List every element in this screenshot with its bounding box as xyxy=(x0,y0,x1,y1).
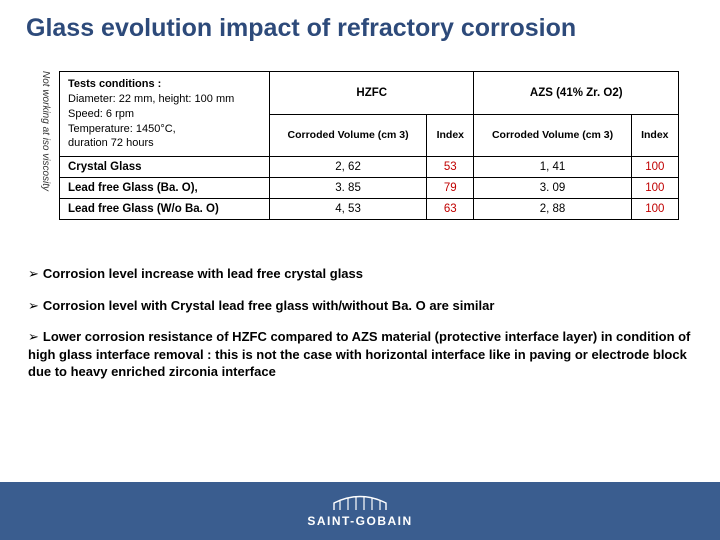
corrosion-table: Tests conditions : Diameter: 22 mm, heig… xyxy=(59,71,679,220)
cell-index: 100 xyxy=(631,157,678,178)
table-row: Lead free Glass (W/o Ba. O) 4, 53 63 2, … xyxy=(60,199,679,220)
sub-header: Index xyxy=(631,114,678,157)
cell: 1, 41 xyxy=(474,157,631,178)
cell: 2, 88 xyxy=(474,199,631,220)
page-title: Glass evolution impact of refractory cor… xyxy=(0,0,720,43)
group-header-hzfc: HZFC xyxy=(270,72,474,115)
row-label: Crystal Glass xyxy=(60,157,270,178)
sub-header: Index xyxy=(427,114,474,157)
bullet-item: ➢Corrosion level with Crystal lead free … xyxy=(28,297,692,315)
sub-header: Corroded Volume (cm 3) xyxy=(474,114,631,157)
cell-index: 100 xyxy=(631,199,678,220)
row-label: Lead free Glass (W/o Ba. O) xyxy=(60,199,270,220)
cell: 3. 85 xyxy=(270,178,427,199)
bullet-list: ➢Corrosion level increase with lead free… xyxy=(0,241,720,381)
brand-logo: SAINT-GOBAIN xyxy=(307,494,412,528)
sub-header: Corroded Volume (cm 3) xyxy=(270,114,427,157)
row-label: Lead free Glass (Ba. O), xyxy=(60,178,270,199)
conditions-title: Tests conditions : xyxy=(68,78,161,90)
cell: 4, 53 xyxy=(270,199,427,220)
side-note: Not working at iso viscosity xyxy=(40,71,51,241)
cond-line: duration 72 hours xyxy=(68,137,154,149)
cond-line: Temperature: 1450°C, xyxy=(68,123,176,135)
brand-text: SAINT-GOBAIN xyxy=(307,514,412,528)
bullet-arrow-icon: ➢ xyxy=(28,298,39,313)
bullet-arrow-icon: ➢ xyxy=(28,329,39,344)
table-row: Lead free Glass (Ba. O), 3. 85 79 3. 09 … xyxy=(60,178,679,199)
cell: 2, 62 xyxy=(270,157,427,178)
cond-line: Speed: 6 rpm xyxy=(68,108,134,120)
cell-index: 100 xyxy=(631,178,678,199)
group-header-azs: AZS (41% Zr. O2) xyxy=(474,72,679,115)
bullet-item: ➢Lower corrosion resistance of HZFC comp… xyxy=(28,328,692,381)
footer-bar: SAINT-GOBAIN xyxy=(0,482,720,540)
cell-index: 53 xyxy=(427,157,474,178)
cond-line: Diameter: 22 mm, height: 100 mm xyxy=(68,93,234,105)
content-row: Not working at iso viscosity Tests condi… xyxy=(0,71,720,241)
table-row: Crystal Glass 2, 62 53 1, 41 100 xyxy=(60,157,679,178)
conditions-cell: Tests conditions : Diameter: 22 mm, heig… xyxy=(60,72,270,157)
bullet-item: ➢Corrosion level increase with lead free… xyxy=(28,265,692,283)
cell-index: 63 xyxy=(427,199,474,220)
cell-index: 79 xyxy=(427,178,474,199)
cell: 3. 09 xyxy=(474,178,631,199)
bridge-icon xyxy=(330,494,390,512)
bullet-arrow-icon: ➢ xyxy=(28,266,39,281)
